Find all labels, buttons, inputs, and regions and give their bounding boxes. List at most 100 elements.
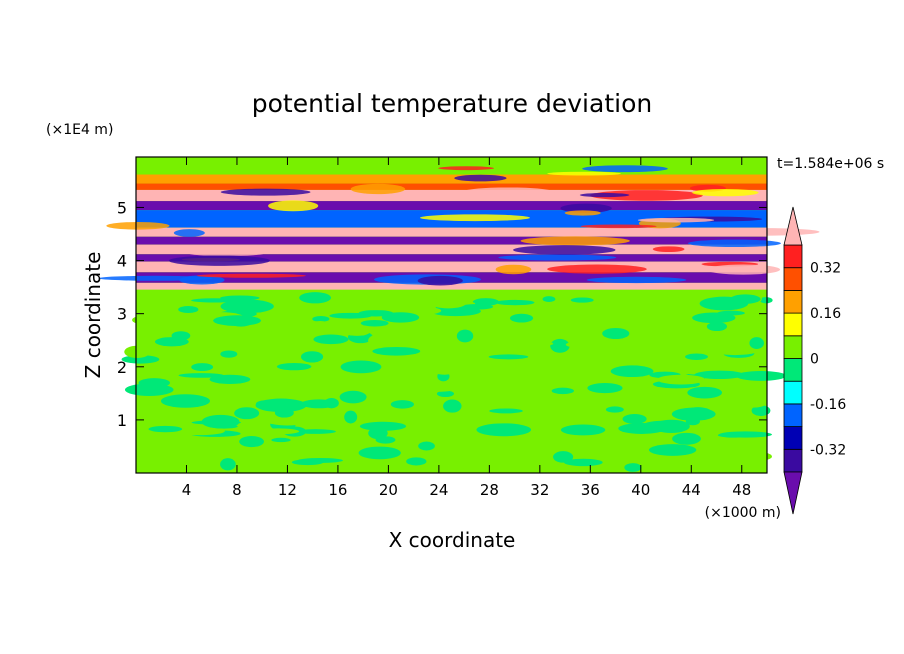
field-streak-38 xyxy=(586,276,687,284)
field-blob-146 xyxy=(551,387,574,395)
plot-area xyxy=(98,156,820,474)
colorbar-tick-label-3: -0.16 xyxy=(810,397,846,413)
x-tick-label-6: 28 xyxy=(480,481,499,499)
field-blob-127 xyxy=(220,458,236,471)
field-band-0 xyxy=(136,157,767,175)
field-streak-4 xyxy=(179,275,225,285)
field-blob-162 xyxy=(210,424,238,429)
field-blob-84 xyxy=(719,431,773,438)
field-blob-39 xyxy=(751,405,771,416)
field-streak-20 xyxy=(692,188,759,197)
field-streak-24 xyxy=(652,246,685,253)
y-tick-label-0: 1 xyxy=(117,411,127,430)
field-blob-95 xyxy=(429,297,467,309)
field-band-3 xyxy=(136,189,767,202)
field-blob-5 xyxy=(406,457,427,466)
field-blob-163 xyxy=(657,374,706,385)
field-blob-137 xyxy=(239,436,265,448)
field-streak-30 xyxy=(687,239,781,248)
field-blob-102 xyxy=(602,328,630,340)
field-blob-145 xyxy=(148,425,183,433)
x-axis-label: X coordinate xyxy=(389,528,516,552)
field-streak-16 xyxy=(188,250,265,256)
field-blob-86 xyxy=(368,427,388,440)
field-band-9 xyxy=(136,254,767,262)
field-blob-161 xyxy=(265,330,297,343)
x-tick-label-9: 40 xyxy=(631,481,650,499)
field-blob-169 xyxy=(344,410,358,424)
field-blob-149 xyxy=(565,340,622,350)
colorbar-box-4 xyxy=(783,358,803,382)
field-streak-17 xyxy=(560,203,612,213)
field-blob-103 xyxy=(637,387,663,400)
field-band-7 xyxy=(136,236,767,245)
plot-frame xyxy=(135,156,768,474)
field-streak-19 xyxy=(350,183,406,195)
field-streak-22 xyxy=(417,275,463,286)
field-blob-47 xyxy=(191,363,214,372)
colorbar-box-2 xyxy=(783,403,803,427)
field-blob-121 xyxy=(213,315,262,326)
field-blob-19 xyxy=(735,370,787,381)
field-streak-31 xyxy=(580,224,657,229)
field-blob-164 xyxy=(648,444,697,456)
field-band-10 xyxy=(136,261,767,273)
field-blob-117 xyxy=(749,337,764,350)
field-blob-157 xyxy=(495,299,535,306)
field-blob-66 xyxy=(176,344,208,356)
field-streak-18 xyxy=(547,264,647,274)
field-blob-140 xyxy=(428,361,461,375)
y-tick-label-3: 4 xyxy=(117,252,127,271)
field-blob-80 xyxy=(178,373,224,378)
field-streak-28 xyxy=(461,187,555,198)
y-axis-label: Z coordinate xyxy=(81,252,105,379)
field-band-4 xyxy=(136,201,767,211)
y-tick-label-1: 2 xyxy=(117,358,127,377)
field-streak-37 xyxy=(582,165,668,173)
field-blob-106 xyxy=(360,319,389,327)
field-blob-56 xyxy=(478,390,496,399)
field-blob-78 xyxy=(418,441,435,451)
field-blob-154 xyxy=(730,294,761,304)
x-tick-label-3: 16 xyxy=(328,481,347,499)
field-streak-25 xyxy=(438,166,494,171)
field-streak-8 xyxy=(419,214,530,222)
field-blob-37 xyxy=(359,421,407,431)
field-blob-144 xyxy=(300,399,337,409)
field-blob-63 xyxy=(313,334,349,345)
field-blob-134 xyxy=(311,320,330,328)
field-blob-92 xyxy=(542,296,556,303)
field-texture xyxy=(98,165,820,472)
field-streak-35 xyxy=(106,221,170,230)
field-blob-167 xyxy=(509,326,565,334)
field-blob-98 xyxy=(476,423,532,437)
field-blob-159 xyxy=(683,368,699,374)
field-band-2 xyxy=(136,183,767,190)
field-streak-14 xyxy=(706,264,781,275)
field-blob-81 xyxy=(299,292,332,304)
field-blob-115 xyxy=(565,360,617,372)
field-blob-168 xyxy=(171,331,191,341)
field-blob-40 xyxy=(249,386,276,391)
field-blob-89 xyxy=(741,401,765,408)
field-blob-18 xyxy=(121,355,160,364)
field-streak-27 xyxy=(637,217,715,223)
x-tick-label-10: 44 xyxy=(682,481,701,499)
field-blob-138 xyxy=(172,427,225,436)
field-blob-111 xyxy=(443,399,462,413)
field-blob-122 xyxy=(255,400,274,408)
field-blob-155 xyxy=(209,374,251,384)
field-blob-139 xyxy=(390,400,414,409)
y-tick-label-4: 5 xyxy=(117,198,127,217)
field-blob-60 xyxy=(685,353,708,360)
field-blob-79 xyxy=(256,428,300,435)
field-blob-93 xyxy=(759,297,773,304)
colorbar-box-8 xyxy=(783,267,803,291)
field-blob-120 xyxy=(412,387,455,392)
field-blob-105 xyxy=(624,463,642,472)
field-blob-97 xyxy=(132,315,159,325)
field-blob-135 xyxy=(560,424,606,436)
field-blob-61 xyxy=(330,351,386,364)
field-blob-49 xyxy=(300,351,324,363)
